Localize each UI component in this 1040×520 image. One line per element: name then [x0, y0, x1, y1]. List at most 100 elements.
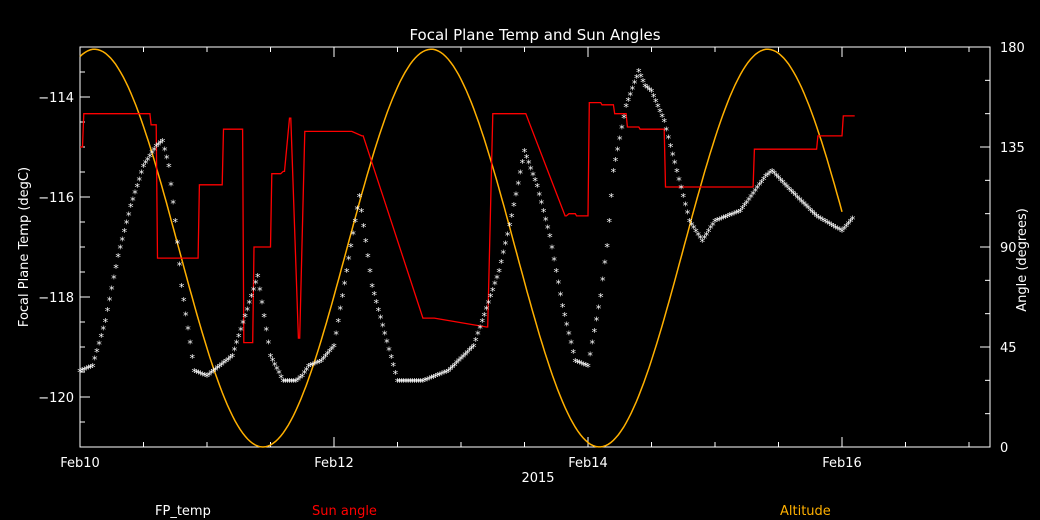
fp-temp-point: *	[672, 158, 678, 171]
fp-temp-point: *	[587, 349, 593, 362]
fp-temp-point: *	[621, 112, 627, 125]
fp-temp-point: *	[820, 215, 826, 228]
fp-temp-point: *	[515, 179, 521, 192]
fp-temp-point: *	[200, 369, 206, 382]
fp-temp-point: *	[244, 304, 250, 317]
fp-temp-point: *	[111, 273, 117, 286]
fp-temp-point: *	[575, 357, 581, 370]
y-axis-left-label: Focal Plane Temp (degC)	[17, 167, 32, 327]
fp-temp-point: *	[556, 278, 562, 291]
fp-temp-point: *	[355, 204, 361, 217]
fp-temp-point: *	[471, 341, 477, 354]
fp-temp-point: *	[369, 281, 375, 294]
fp-temp-point: *	[549, 243, 555, 256]
fp-temp-point: *	[308, 360, 314, 373]
fp-temp-point: *	[554, 266, 560, 279]
series-sun-angle-line	[80, 101, 855, 344]
legend-item: FP_temp	[155, 504, 211, 519]
fp-temp-point: *	[589, 338, 595, 351]
fp-temp-point: *	[276, 368, 282, 381]
fp-temp-point: *	[543, 214, 549, 227]
fp-temp-point: *	[418, 376, 424, 389]
fp-temp-point: *	[467, 345, 473, 358]
fp-temp-point: *	[117, 243, 123, 256]
fp-temp-point: *	[319, 356, 325, 369]
fp-temp-point: *	[215, 363, 221, 376]
fp-temp-point: *	[158, 138, 164, 151]
fp-temp-point: *	[177, 259, 183, 272]
fp-temp-point: *	[208, 368, 214, 381]
left-tick-label: −118	[38, 291, 74, 306]
fp-temp-point: *	[323, 351, 329, 364]
fp-temp-point: *	[606, 216, 612, 229]
fp-temp-point: *	[805, 203, 811, 216]
fp-temp-point: *	[562, 310, 568, 323]
fp-temp-point: *	[261, 311, 267, 324]
fp-temp-point: *	[259, 298, 265, 311]
fp-temp-point: *	[86, 363, 92, 376]
fp-temp-point: *	[695, 229, 701, 242]
fp-temp-point: *	[710, 219, 716, 232]
fp-temp-point: *	[153, 141, 159, 154]
fp-temp-point: *	[132, 188, 138, 201]
fp-temp-point: *	[340, 291, 346, 304]
fp-temp-point: *	[518, 168, 524, 181]
fp-temp-point: *	[818, 214, 824, 227]
fp-temp-point: *	[833, 222, 839, 235]
fp-temp-point: *	[520, 157, 526, 170]
fp-temp-point: *	[113, 262, 119, 275]
fp-temp-point: *	[723, 212, 729, 225]
fp-temp-point: *	[708, 223, 714, 236]
fp-temp-point: *	[522, 146, 528, 159]
fp-temp-point: *	[558, 289, 564, 302]
fp-temp-point: *	[280, 376, 286, 389]
fp-temp-point: *	[793, 190, 799, 203]
fp-temp-point: *	[664, 124, 670, 137]
fp-temp-point: *	[689, 219, 695, 232]
fp-temp-point: *	[374, 297, 380, 310]
fp-temp-point: *	[744, 197, 750, 210]
fp-temp-point: *	[810, 207, 816, 220]
fp-temp-point: *	[808, 205, 814, 218]
fp-temp-point: *	[149, 148, 155, 161]
fp-temp-point: *	[477, 322, 483, 335]
fp-temp-point: *	[173, 216, 179, 229]
fp-temp-point: *	[287, 376, 293, 389]
fp-temp-point: *	[702, 233, 708, 246]
x-tick-label: Feb16	[822, 456, 862, 471]
fp-temp-point: *	[139, 168, 145, 181]
fp-temp-point: *	[824, 217, 830, 230]
fp-temp-point: *	[335, 316, 341, 329]
fp-temp-point: *	[312, 359, 318, 372]
left-axis: −114 −116 −118 −120	[38, 46, 90, 448]
fp-temp-point: *	[581, 359, 587, 372]
fp-temp-point: *	[655, 101, 661, 114]
fp-temp-point: *	[198, 369, 204, 382]
fp-temp-point: *	[264, 324, 270, 337]
fp-temp-point: *	[632, 78, 638, 91]
fp-temp-point: *	[439, 369, 445, 382]
fp-temp-point: *	[791, 188, 797, 201]
fp-temp-point: *	[206, 369, 212, 382]
fp-temp-point: *	[564, 319, 570, 332]
series-layer: ****************************************…	[77, 48, 856, 448]
fp-temp-point: *	[827, 219, 833, 232]
fp-temp-point: *	[274, 364, 280, 377]
right-tick-label: 90	[1000, 241, 1017, 256]
right-tick-label: 135	[1000, 141, 1025, 156]
x-axis: Feb10 Feb12 Feb14 Feb16	[60, 47, 970, 471]
fp-temp-point: *	[160, 136, 166, 149]
fp-temp-point: *	[162, 144, 168, 157]
fp-temp-point: *	[666, 133, 672, 146]
fp-temp-point: *	[731, 209, 737, 222]
fp-temp-point: *	[503, 239, 509, 252]
fp-temp-point: *	[348, 241, 354, 254]
fp-temp-point: *	[727, 210, 733, 223]
fp-temp-point: *	[371, 289, 377, 302]
fp-temp-point: *	[526, 158, 532, 171]
fp-temp-point: *	[541, 206, 547, 219]
fp-temp-point: *	[420, 376, 426, 389]
fp-temp-point: *	[386, 344, 392, 357]
fp-temp-point: *	[350, 229, 356, 242]
fp-temp-point: *	[460, 351, 466, 364]
